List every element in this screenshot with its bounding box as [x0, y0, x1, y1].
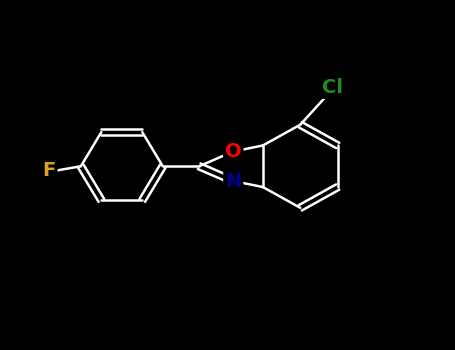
- Text: F: F: [42, 161, 56, 180]
- Text: N: N: [225, 172, 242, 190]
- Text: Cl: Cl: [322, 78, 343, 97]
- Text: O: O: [225, 142, 242, 161]
